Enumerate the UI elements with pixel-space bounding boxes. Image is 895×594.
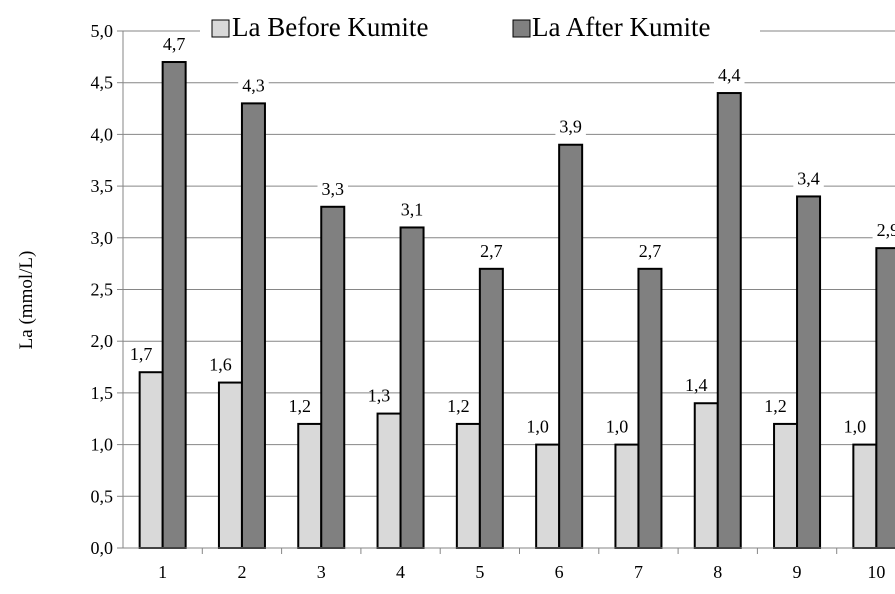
y-tick-label: 1,5: [91, 383, 114, 403]
x-tick-labels: 1 2 3 4 5 6 7 8 9 10: [158, 562, 885, 582]
bar-before: [614, 443, 640, 550]
y-tick-label: 0,5: [91, 486, 114, 506]
y-tick-label: 2,5: [91, 280, 114, 300]
data-label-after: 3,4: [797, 168, 820, 188]
data-label-before: 1,4: [685, 375, 708, 395]
x-tick-label: 8: [713, 562, 722, 582]
y-axis-title: La (mmol/L): [16, 251, 37, 350]
data-label-before: 1,0: [844, 417, 867, 437]
data-label-before: 1,2: [764, 396, 787, 416]
data-label-after: 2,7: [480, 241, 503, 261]
data-label-before: 1,7: [130, 344, 153, 364]
bar-after: [399, 226, 425, 550]
data-label-background: [634, 239, 666, 262]
data-label-background: [158, 33, 190, 56]
legend-background: [200, 12, 760, 54]
axes: [122, 31, 895, 554]
data-label-after: 2,7: [639, 241, 662, 261]
y-tick-label: 4,5: [91, 73, 114, 93]
data-label-before: 1,2: [289, 396, 312, 416]
bar-before: [773, 422, 799, 550]
x-tick-label: 4: [396, 562, 405, 582]
y-tick-label: 3,5: [91, 176, 114, 196]
x-tick-label: 9: [793, 562, 802, 582]
data-label-after: 3,3: [322, 179, 345, 199]
y-tick-label: 5,0: [91, 21, 114, 41]
bar-before: [455, 422, 481, 550]
data-label-background: [238, 74, 269, 97]
x-tick-label: 6: [555, 562, 564, 582]
data-label-background: [555, 115, 586, 138]
data-label-background: [793, 167, 824, 190]
data-labels: 1,7 4,7 1,6 4,3 1,2 3,3 1,3 3,1 1,2 2,7 1,0 3,9 1,0 2…: [130, 33, 895, 437]
bar-after: [716, 92, 742, 549]
y-tick-label: 1,0: [91, 435, 114, 455]
data-label-before: 1,3: [368, 386, 391, 406]
bar-before: [535, 443, 561, 550]
bar-before: [852, 443, 878, 550]
legend-swatch-after: [512, 19, 531, 38]
legend-label-after: La After Kumite: [532, 12, 710, 42]
bar-after: [796, 195, 822, 549]
bars: [138, 61, 895, 550]
data-label-background: [396, 198, 428, 221]
y-tick-label: 4,0: [91, 124, 114, 144]
bar-before: [297, 422, 323, 550]
bar-before: [138, 371, 164, 549]
data-label-before: 1,0: [526, 417, 549, 437]
y-tick-label: 2,0: [91, 331, 114, 351]
bar-before: [376, 412, 402, 549]
data-label-background: [714, 64, 745, 87]
bar-after: [320, 205, 346, 549]
x-tick-label: 3: [317, 562, 326, 582]
bar-after: [478, 267, 504, 549]
data-label-after: 4,7: [163, 34, 186, 54]
data-label-after: 2,9: [877, 220, 895, 240]
data-label-after: 4,4: [718, 65, 741, 85]
data-label-after: 3,9: [559, 117, 582, 137]
x-tick-label: 2: [237, 562, 246, 582]
data-label-before: 1,0: [606, 417, 629, 437]
data-label-after: 4,3: [242, 75, 265, 95]
legend-swatch-before: [211, 19, 230, 38]
bar-after: [240, 102, 266, 549]
x-tick-label: 10: [867, 562, 885, 582]
bar-before: [693, 402, 719, 549]
x-tick-label: 5: [475, 562, 484, 582]
x-tick-label: 1: [158, 562, 167, 582]
bar-after: [558, 143, 584, 550]
y-tick-label: 0,0: [91, 538, 114, 558]
legend: La Before Kumite La After Kumite: [200, 12, 760, 54]
y-tick-labels: 0,0 0,5 1,0 1,5 2,0 2,5 3,0 3,5 4,0 4,5 5,0: [91, 21, 114, 558]
bar-after: [637, 267, 663, 549]
data-label-after: 3,1: [401, 199, 424, 219]
data-label-background: [476, 239, 507, 262]
bar-before: [217, 381, 243, 549]
data-label-background: [317, 177, 348, 200]
data-label-background: [872, 219, 895, 242]
y-tick-label: 3,0: [91, 228, 114, 248]
data-label-before: 1,2: [447, 396, 470, 416]
bar-after: [875, 247, 895, 549]
x-tick-label: 7: [634, 562, 643, 582]
data-label-before: 1,6: [209, 355, 232, 375]
legend-label-before: La Before Kumite: [232, 12, 428, 42]
bar-after: [161, 61, 187, 550]
